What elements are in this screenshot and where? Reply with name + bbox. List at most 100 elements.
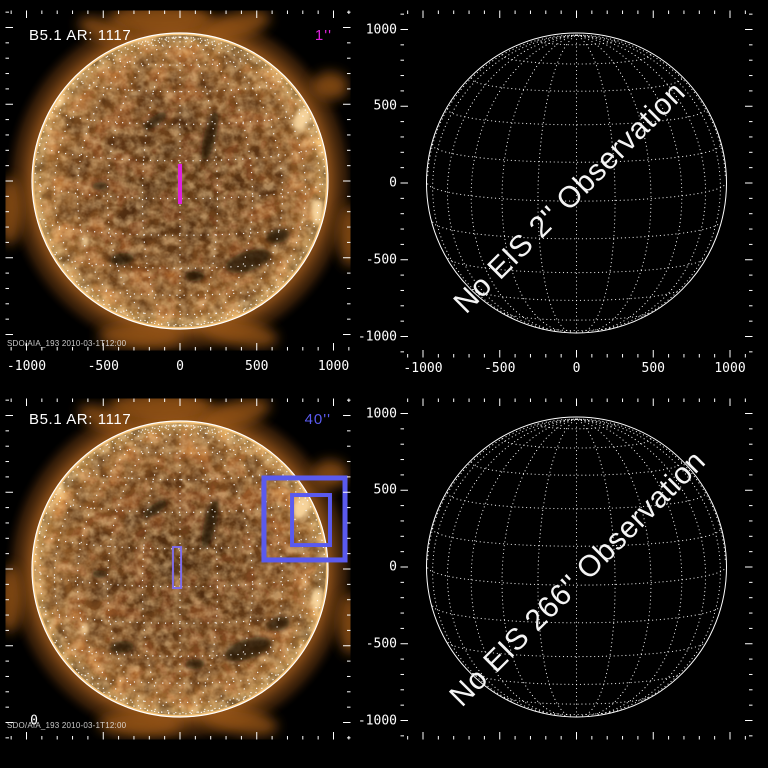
heliographic-grid-line [501, 418, 578, 717]
heliographic-grid-line [542, 327, 611, 332]
heliographic-grid-line [146, 709, 214, 714]
heliographic-grid-line [503, 312, 650, 321]
slot-width-label: 40'' [304, 411, 331, 428]
heliographic-grid-line [537, 418, 578, 717]
image-watermark-bottom: SDO/AIA_193 2010-03-1T12:00 [7, 721, 127, 730]
x-tick-label: 0 [572, 361, 581, 376]
y-tick-label: 0 [389, 559, 397, 575]
heliographic-grid-line [446, 418, 578, 713]
panel-br-plot [400, 398, 753, 740]
heliographic-grid-line [470, 418, 578, 715]
x-tick-label: 500 [641, 361, 665, 376]
y-tick-label: 1000 [365, 22, 397, 37]
y-tick-label: 0 [389, 175, 397, 191]
heliographic-grid-line [575, 418, 683, 715]
solar-feature-blob [338, 206, 351, 266]
heliographic-grid-line [427, 34, 578, 176]
solar-feature-blob [78, 404, 132, 434]
heliographic-grid-line [575, 418, 707, 713]
solar-limb-circle [426, 416, 727, 718]
solar-feature-blob [108, 10, 212, 35]
panel-tr-plot [400, 10, 753, 358]
slit-width-label: 1'' [314, 27, 332, 44]
solar-feature-blob [266, 616, 290, 632]
y-tick-label: -1000 [357, 329, 397, 344]
solar-feature-blob [185, 271, 205, 281]
y-tick-label: -1000 [357, 713, 397, 728]
heliographic-grid-line [39, 218, 321, 236]
heliographic-grid-line [471, 289, 682, 301]
heliographic-grid-line [575, 34, 707, 329]
solar-feature-blob [202, 706, 278, 736]
bright-region [292, 106, 312, 132]
clipped-y-tick-label: 0 [30, 713, 38, 729]
y-tick-label: 1000 [365, 406, 397, 421]
solar-feature-blob [200, 398, 270, 430]
y-tick-label: -500 [365, 636, 397, 652]
solar-limb-circle [31, 32, 329, 330]
y-tick-label: 500 [373, 482, 397, 498]
eis-slit-marker [178, 163, 182, 205]
solar-limb-circle [426, 32, 727, 334]
x-tick-label: 0 [176, 359, 184, 374]
y-tick-label: -500 [365, 252, 397, 268]
x-tick-label: 1000 [317, 359, 350, 374]
heliographic-grid-line [575, 418, 652, 717]
heliographic-grid-line [537, 39, 616, 46]
solar-feature-blob [266, 228, 290, 244]
heliographic-grid-line [575, 34, 652, 333]
solar-feature-blob [201, 499, 219, 549]
x-tick-label: -1000 [403, 361, 443, 376]
solar-feature-blob [5, 565, 22, 633]
solar-feature-blob [201, 111, 219, 161]
heliographic-grid-line [146, 321, 214, 326]
x-tick-label: -500 [87, 359, 119, 374]
heliographic-grid-line [109, 307, 251, 316]
solar-feature-blob [143, 111, 167, 131]
solar-feature-blob [110, 252, 134, 266]
solar-feature-blob [224, 636, 272, 662]
heliographic-grid-line [542, 711, 611, 716]
solar-feature-blob [110, 640, 134, 654]
x-tick-label: 500 [245, 359, 269, 374]
solar-feature-blob [5, 177, 22, 245]
panel-bl-plot [5, 398, 351, 740]
solar-feature-blob [338, 594, 351, 654]
solar-feature-blob [202, 318, 278, 348]
heliographic-grid-line [141, 41, 219, 48]
solar-feature-blob [185, 659, 205, 669]
heliographic-grid-line [470, 34, 578, 331]
heliographic-grid-line [501, 34, 578, 333]
solar-limb-circle [31, 420, 329, 718]
heliographic-grid-line [53, 108, 307, 125]
solar-feature-blob [98, 711, 182, 737]
bright-region [292, 494, 312, 520]
heliographic-grid-line [575, 418, 616, 717]
y-tick-label: 500 [373, 98, 397, 114]
eis-fov-rect [261, 475, 348, 563]
bright-region [81, 235, 89, 247]
solar-feature-blob [98, 323, 182, 349]
x-tick-label: -1000 [6, 359, 47, 374]
bright-region [311, 588, 323, 610]
eis-fov-rect [171, 546, 183, 590]
heliographic-grid-line [39, 606, 321, 624]
image-watermark-top: SDO/AIA_193 2010-03-1T12:00 [7, 339, 127, 348]
heliographic-grid-line [470, 77, 683, 92]
heliographic-grid-line [427, 418, 578, 560]
heliographic-grid-line [432, 605, 721, 624]
heliographic-grid-line [575, 34, 616, 333]
heliographic-grid-line [501, 438, 652, 449]
solar-feature-blob [312, 72, 348, 100]
solar-feature-blob [224, 248, 272, 274]
heliographic-grid-line [575, 418, 726, 560]
heliographic-grid-line [501, 54, 652, 65]
heliographic-grid-line [575, 34, 683, 331]
panel-tl-plot [5, 10, 351, 351]
heliographic-grid-line [53, 496, 307, 513]
heliographic-grid-line [446, 34, 578, 329]
solar-feature-blob [92, 182, 108, 190]
solar-feature-blob [92, 570, 108, 578]
heliographic-grid-line [537, 423, 616, 430]
